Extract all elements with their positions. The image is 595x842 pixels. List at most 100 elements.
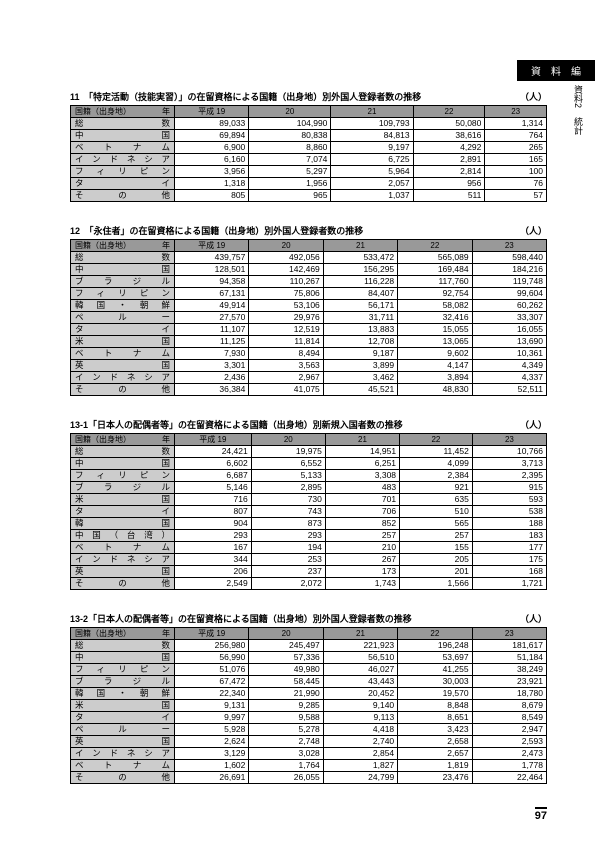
cell: 6,251 <box>325 458 399 470</box>
cell: 253 <box>251 554 325 566</box>
year-col: 平成 19 <box>175 434 252 446</box>
cell: 100 <box>485 166 547 178</box>
cell: 69,894 <box>175 130 249 142</box>
cell: 49,980 <box>249 664 323 676</box>
row-label: 中国 <box>71 458 175 470</box>
cell: 956 <box>413 178 485 190</box>
cell: 293 <box>251 530 325 542</box>
cell: 265 <box>485 142 547 154</box>
cell: 9,602 <box>398 348 472 360</box>
cell: 2,549 <box>175 578 252 590</box>
cell: 205 <box>400 554 473 566</box>
row-label: フィリピン <box>71 288 175 300</box>
page-number: 97 <box>535 807 547 822</box>
cell: 1,318 <box>175 178 249 190</box>
cell: 1,743 <box>325 578 399 590</box>
cell: 1,602 <box>175 760 249 772</box>
cell: 4,418 <box>323 724 397 736</box>
cell: 9,140 <box>323 700 397 712</box>
cell: 921 <box>400 482 473 494</box>
table-row: 英国3,3013,5633,8994,1474,349 <box>71 360 547 372</box>
cell: 2,072 <box>251 578 325 590</box>
cell: 56,990 <box>175 652 249 664</box>
cell: 165 <box>485 154 547 166</box>
cell: 5,146 <box>175 482 252 494</box>
cell: 3,563 <box>249 360 323 372</box>
year-col: 20 <box>249 106 331 118</box>
cell: 3,462 <box>323 372 397 384</box>
cell: 31,711 <box>323 312 397 324</box>
cell: 36,384 <box>175 384 249 396</box>
cell: 75,806 <box>249 288 323 300</box>
cell: 119,748 <box>472 276 546 288</box>
table-row: 総数89,033104,990109,79350,0801,314 <box>71 118 547 130</box>
year-col: 22 <box>398 240 472 252</box>
cell: 2,657 <box>398 748 472 760</box>
cell: 6,552 <box>251 458 325 470</box>
cell: 116,228 <box>323 276 397 288</box>
cell: 6,900 <box>175 142 249 154</box>
cell: 1,819 <box>398 760 472 772</box>
cell: 1,721 <box>472 578 546 590</box>
year-col: 20 <box>251 434 325 446</box>
cell: 716 <box>175 494 252 506</box>
cell: 104,990 <box>249 118 331 130</box>
row-label: タイ <box>71 324 175 336</box>
side-tab: 資料2 統計 <box>571 85 583 135</box>
table-row: フィリピン67,13175,80684,40792,75499,604 <box>71 288 547 300</box>
cell: 1,956 <box>249 178 331 190</box>
cell: 11,107 <box>175 324 249 336</box>
cell: 245,497 <box>249 640 323 652</box>
data-table: 国籍（出身地）年平成 1920212223総数89,033104,990109,… <box>70 105 547 202</box>
year-col: 21 <box>325 434 399 446</box>
cell: 1,778 <box>472 760 546 772</box>
cell: 511 <box>413 190 485 202</box>
row-label: 米国 <box>71 494 175 506</box>
cell: 89,033 <box>175 118 249 130</box>
cell: 9,285 <box>249 700 323 712</box>
cell: 20,452 <box>323 688 397 700</box>
row-label: 米国 <box>71 700 175 712</box>
cell: 52,511 <box>472 384 546 396</box>
cell: 196,248 <box>398 640 472 652</box>
header-row: 国籍（出身地）年平成 1920212223 <box>71 106 547 118</box>
data-table: 国籍（出身地）年平成 1920212223総数256,980245,497221… <box>70 627 547 784</box>
cell: 730 <box>251 494 325 506</box>
cell: 2,624 <box>175 736 249 748</box>
cell: 267 <box>325 554 399 566</box>
table-row: 韓国904873852565188 <box>71 518 547 530</box>
cell: 201 <box>400 566 473 578</box>
header-row: 国籍（出身地）年平成 1920212223 <box>71 628 547 640</box>
table-row: その他26,69126,05524,79923,47622,464 <box>71 772 547 784</box>
row-label: 総数 <box>71 446 175 458</box>
table-title: 11 「特定活動（技能実習）」の在留資格による国籍（出身地）別外国人登録者数の推… <box>70 90 547 103</box>
cell: 5,964 <box>331 166 413 178</box>
cell: 1,827 <box>323 760 397 772</box>
table-title: 12 「永住者」の在留資格による国籍（出身地）別外国人登録者数の推移（人） <box>70 224 547 237</box>
cell: 9,997 <box>175 712 249 724</box>
cell: 128,501 <box>175 264 249 276</box>
row-label: 英国 <box>71 360 175 372</box>
cell: 24,421 <box>175 446 252 458</box>
table-row: インドネシア3,1293,0282,8542,6572,473 <box>71 748 547 760</box>
cell: 6,602 <box>175 458 252 470</box>
cell: 598,440 <box>472 252 546 264</box>
cell: 510 <box>400 506 473 518</box>
cell: 873 <box>251 518 325 530</box>
row-label: ベトナム <box>71 142 175 154</box>
cell: 13,065 <box>398 336 472 348</box>
cell: 4,337 <box>472 372 546 384</box>
cell: 41,075 <box>249 384 323 396</box>
cell: 142,469 <box>249 264 323 276</box>
cell: 743 <box>251 506 325 518</box>
cell: 8,494 <box>249 348 323 360</box>
cell: 3,301 <box>175 360 249 372</box>
table-row: 総数24,42119,97514,95111,45210,766 <box>71 446 547 458</box>
year-col: 22 <box>398 628 472 640</box>
row-label: 中国 <box>71 264 175 276</box>
cell: 60,262 <box>472 300 546 312</box>
data-table: 国籍（出身地）年平成 1920212223総数24,42119,97514,95… <box>70 433 547 590</box>
row-label: フィリピン <box>71 166 175 178</box>
year-col: 20 <box>249 240 323 252</box>
cell: 2,814 <box>413 166 485 178</box>
